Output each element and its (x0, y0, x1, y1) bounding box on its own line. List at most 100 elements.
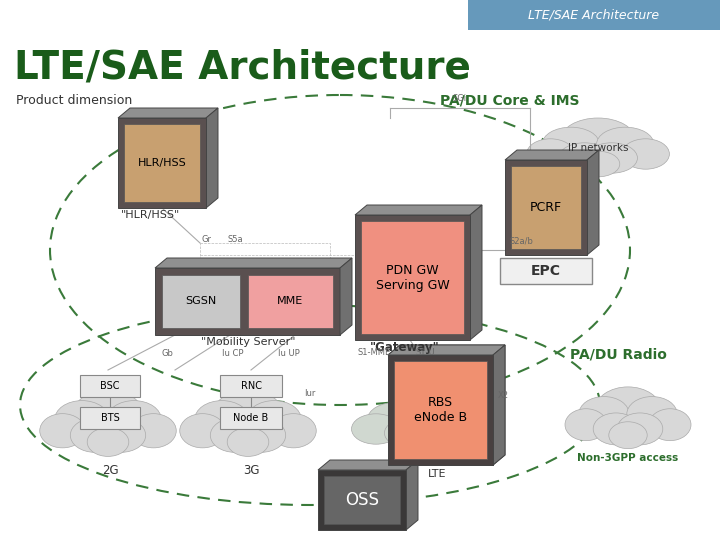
Polygon shape (248, 275, 333, 328)
Text: PA/DU Core & IMS: PA/DU Core & IMS (440, 93, 580, 107)
Text: LTE/SAE Architecture: LTE/SAE Architecture (528, 9, 660, 22)
Polygon shape (505, 150, 599, 160)
Ellipse shape (212, 390, 284, 440)
Ellipse shape (40, 414, 85, 448)
Text: PCRF: PCRF (530, 201, 562, 214)
Polygon shape (406, 460, 418, 530)
Polygon shape (155, 268, 340, 335)
Text: MME: MME (277, 296, 303, 306)
Polygon shape (511, 166, 581, 249)
Ellipse shape (402, 426, 447, 452)
Ellipse shape (180, 414, 225, 448)
Ellipse shape (96, 418, 145, 453)
Text: Product dimension: Product dimension (16, 93, 132, 106)
Polygon shape (394, 361, 487, 459)
Polygon shape (587, 150, 599, 255)
Text: SGSN: SGSN (185, 296, 217, 306)
Polygon shape (505, 160, 587, 255)
Text: Iu CP: Iu CP (222, 349, 243, 358)
Polygon shape (361, 221, 464, 334)
Ellipse shape (71, 418, 120, 453)
Polygon shape (470, 205, 482, 340)
Polygon shape (355, 205, 482, 215)
Text: 2G: 2G (102, 463, 118, 476)
Polygon shape (206, 108, 218, 208)
Polygon shape (388, 345, 505, 355)
Ellipse shape (351, 414, 400, 444)
Ellipse shape (565, 409, 607, 441)
Ellipse shape (194, 401, 249, 438)
Polygon shape (124, 124, 200, 202)
Text: PA/DU Radio: PA/DU Radio (570, 348, 667, 362)
Ellipse shape (368, 402, 426, 436)
Ellipse shape (595, 387, 661, 433)
Text: IP networks: IP networks (568, 143, 629, 153)
Ellipse shape (87, 428, 129, 456)
Polygon shape (155, 258, 352, 268)
Ellipse shape (271, 414, 316, 448)
Text: Non-3GPP access: Non-3GPP access (577, 453, 679, 463)
Ellipse shape (384, 418, 438, 448)
Ellipse shape (247, 401, 301, 438)
FancyBboxPatch shape (80, 407, 140, 429)
Text: BSC: BSC (100, 381, 120, 391)
Text: LTE: LTE (428, 469, 446, 479)
Polygon shape (162, 275, 240, 328)
Text: RBS
eNode B: RBS eNode B (414, 396, 467, 424)
Text: OSS: OSS (345, 491, 379, 509)
Polygon shape (118, 108, 218, 118)
Text: S1-U: S1-U (415, 348, 435, 357)
Text: 3G: 3G (243, 463, 259, 476)
Ellipse shape (210, 418, 260, 453)
Text: BTS: BTS (101, 413, 120, 423)
Polygon shape (318, 460, 418, 470)
Ellipse shape (72, 390, 144, 440)
Ellipse shape (597, 127, 654, 161)
Ellipse shape (55, 401, 109, 438)
Text: X2: X2 (498, 390, 509, 400)
Ellipse shape (617, 413, 663, 445)
Text: SGi: SGi (453, 94, 467, 103)
Polygon shape (118, 118, 206, 208)
Ellipse shape (593, 413, 639, 445)
Text: PDN GW
Serving GW: PDN GW Serving GW (376, 264, 449, 292)
Ellipse shape (526, 139, 575, 169)
FancyBboxPatch shape (468, 0, 720, 30)
Text: "HLR/HSS": "HLR/HSS" (120, 210, 179, 220)
Ellipse shape (236, 418, 286, 453)
Ellipse shape (228, 428, 269, 456)
Ellipse shape (561, 118, 636, 162)
Ellipse shape (107, 401, 161, 438)
Ellipse shape (627, 396, 678, 432)
Polygon shape (493, 345, 505, 465)
Ellipse shape (649, 409, 691, 441)
Text: S1-MME: S1-MME (357, 348, 390, 357)
Ellipse shape (542, 127, 599, 161)
Text: Gb: Gb (162, 349, 174, 358)
Ellipse shape (423, 402, 482, 436)
Text: Iu UP: Iu UP (278, 349, 300, 358)
Text: Iur: Iur (304, 388, 315, 397)
FancyBboxPatch shape (220, 407, 282, 429)
Ellipse shape (131, 414, 176, 448)
Ellipse shape (609, 422, 647, 449)
Polygon shape (388, 345, 505, 355)
Ellipse shape (576, 151, 620, 177)
Text: S5a: S5a (228, 235, 243, 245)
Polygon shape (340, 258, 352, 335)
Ellipse shape (579, 396, 629, 432)
Polygon shape (394, 361, 487, 459)
Text: RBS
eNode B: RBS eNode B (414, 396, 467, 424)
Ellipse shape (559, 143, 611, 173)
FancyBboxPatch shape (500, 258, 592, 284)
Polygon shape (388, 355, 493, 465)
FancyBboxPatch shape (220, 375, 282, 397)
Text: RNC: RNC (240, 381, 261, 391)
Ellipse shape (413, 418, 466, 448)
Text: "Gateway": "Gateway" (370, 341, 440, 354)
Polygon shape (388, 355, 493, 465)
Text: Node B: Node B (233, 413, 269, 423)
Text: LTE/SAE Architecture: LTE/SAE Architecture (14, 49, 471, 87)
Polygon shape (493, 345, 505, 465)
Ellipse shape (449, 414, 498, 444)
